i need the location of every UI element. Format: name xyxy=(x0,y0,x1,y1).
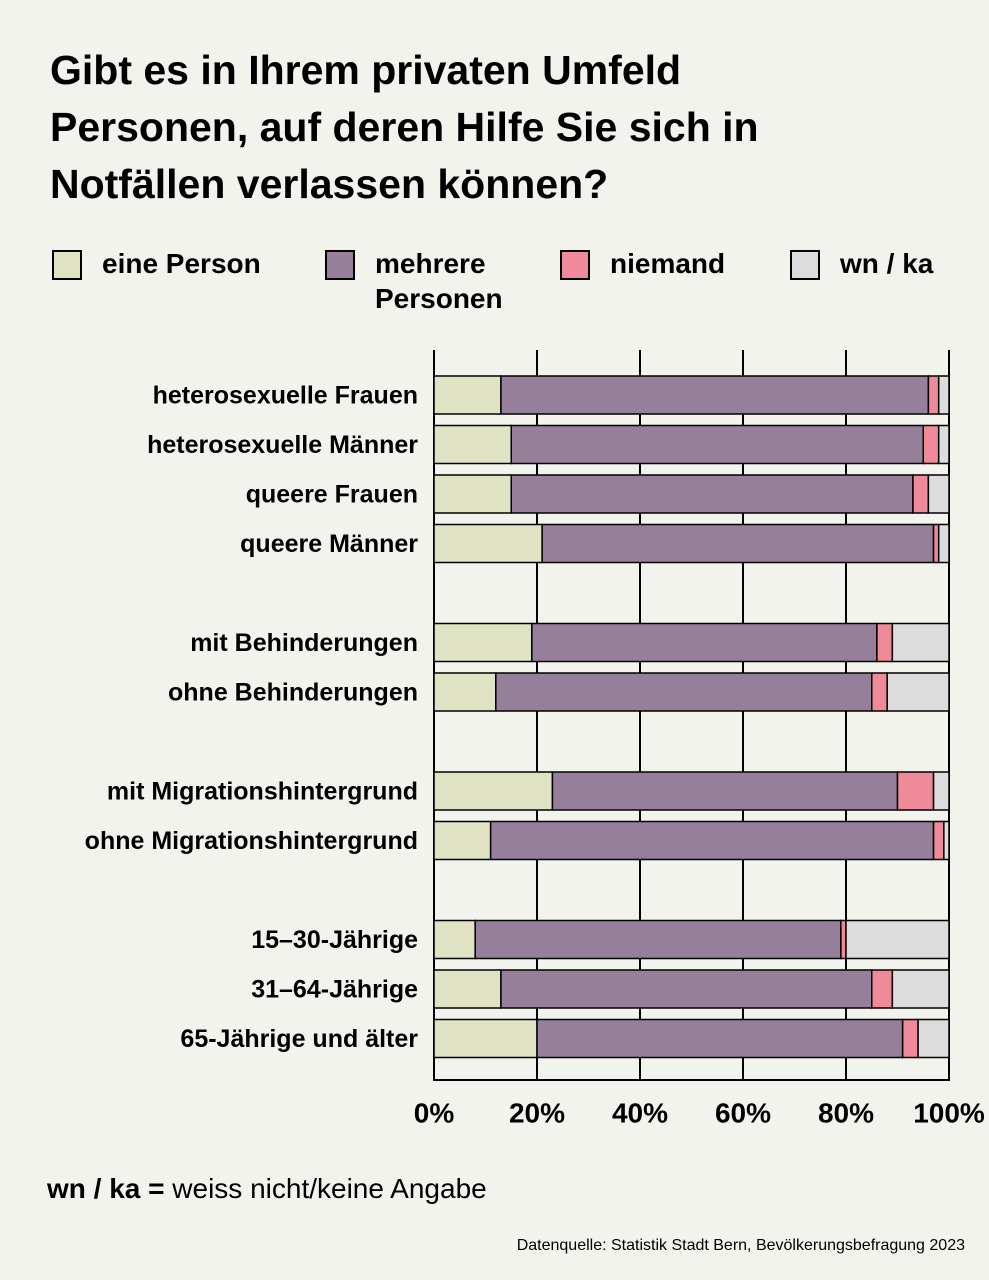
bar-segment xyxy=(927,375,940,415)
bar-segment xyxy=(536,1018,904,1059)
source: Datenquelle: Statistik Stadt Bern, Bevöl… xyxy=(516,1237,965,1254)
y-tick-label: heterosexuelle Männer xyxy=(147,431,418,459)
x-tick-label: 60% xyxy=(715,1097,771,1128)
bar-segment xyxy=(495,672,873,712)
bar-segment xyxy=(433,622,533,663)
bar-segment xyxy=(917,1018,950,1059)
y-tick-label: heterosexuelle Frauen xyxy=(153,382,418,410)
y-tick-label: queere Frauen xyxy=(246,481,418,509)
bar-segment xyxy=(896,771,935,811)
x-tick-label: 100% xyxy=(913,1097,985,1128)
bar-segment xyxy=(433,1018,538,1059)
legend-swatch xyxy=(325,250,355,280)
bar-segment xyxy=(510,424,924,465)
legend-item: eine Person xyxy=(52,248,322,281)
bar-segment xyxy=(433,919,476,960)
legend-item: mehrere Personen xyxy=(325,248,565,316)
legend-item: niemand xyxy=(560,248,780,281)
legend-swatch xyxy=(560,250,590,280)
footnote-term: wn / ka = xyxy=(47,1173,165,1204)
bar-segment xyxy=(943,820,950,861)
bar-segment xyxy=(871,672,888,712)
bar-segment xyxy=(886,672,950,712)
legend-label: wn / ka xyxy=(840,248,934,279)
bar-segment xyxy=(937,375,950,415)
bar-segment xyxy=(433,672,497,712)
bar-segment xyxy=(433,474,512,514)
bar-segment xyxy=(845,919,950,960)
bar-segment xyxy=(500,375,930,415)
bar-segment xyxy=(474,919,842,960)
bar-segment xyxy=(912,474,930,514)
y-tick-label: 31–64-Jährige xyxy=(251,976,418,1004)
bar-segment xyxy=(433,820,492,861)
bar-segment xyxy=(840,919,847,960)
y-tick-label: ohne Behinderungen xyxy=(168,679,418,707)
y-tick-label: mit Migrationshintergrund xyxy=(107,778,418,806)
bar-segment xyxy=(531,622,878,663)
bar-segment xyxy=(937,523,950,564)
bar-segment xyxy=(541,523,935,564)
x-tick-label: 20% xyxy=(509,1097,565,1128)
bar-segment xyxy=(433,523,543,564)
bar-segment xyxy=(922,424,940,465)
y-tick-label: 65-Jährige und älter xyxy=(180,1025,418,1053)
legend-swatch xyxy=(790,250,820,280)
chart-title: Gibt es in Ihrem privaten Umfeld Persone… xyxy=(50,47,759,207)
bar-segment xyxy=(876,622,894,663)
y-tick-label: queere Männer xyxy=(240,530,418,558)
x-tick-label: 40% xyxy=(612,1097,668,1128)
bar-segment xyxy=(932,820,945,861)
bar-segment xyxy=(891,622,950,663)
bar-segment xyxy=(433,424,512,465)
y-tick-label: 15–30-Jährige xyxy=(251,926,418,954)
bar-segment xyxy=(489,820,935,861)
legend-label: niemand xyxy=(610,248,726,279)
bar-segment xyxy=(932,523,940,564)
bar-segment xyxy=(871,969,894,1009)
legend-item: wn / ka xyxy=(790,248,989,281)
y-tick-label: mit Behinderungen xyxy=(190,629,418,657)
legend-swatch xyxy=(52,250,82,280)
bar-segment xyxy=(433,375,502,415)
bar-segment xyxy=(901,1018,919,1059)
bar-segment xyxy=(937,424,950,465)
legend-label: mehrere Personen xyxy=(375,248,503,314)
bar-segment xyxy=(433,969,502,1009)
x-tick-label: 0% xyxy=(414,1097,455,1128)
footnote-definition: weiss nicht/keine Angabe xyxy=(172,1173,487,1204)
bar-segment xyxy=(891,969,950,1009)
y-tick-label: ohne Migrationshintergrund xyxy=(85,827,418,855)
bar-segment xyxy=(551,771,899,811)
bar-segment xyxy=(927,474,950,514)
bar-segment xyxy=(500,969,873,1009)
bar-segment xyxy=(932,771,950,811)
bar-segment xyxy=(433,771,554,811)
x-tick-label: 80% xyxy=(818,1097,874,1128)
footnote: wn / ka = weiss nicht/keine Angabe xyxy=(47,1173,487,1205)
legend-label: eine Person xyxy=(102,248,261,279)
bar-segment xyxy=(510,474,914,514)
